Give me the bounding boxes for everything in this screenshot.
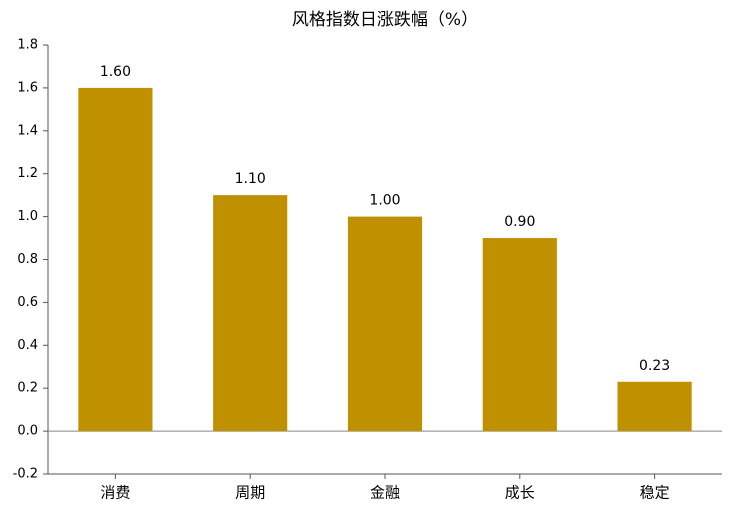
y-tick-label: 1.4 [17, 123, 38, 138]
x-tick-label: 稳定 [640, 484, 670, 502]
x-tick-label: 周期 [235, 484, 265, 502]
value-label: 1.00 [369, 193, 400, 209]
bar [347, 216, 423, 432]
x-tick-label: 成长 [505, 484, 535, 502]
y-tick-label: 1.0 [17, 209, 38, 224]
value-label: 1.10 [235, 171, 266, 187]
y-tick-label: -0.2 [13, 467, 38, 482]
y-tick-label: 1.2 [17, 166, 38, 181]
bar [78, 87, 153, 432]
value-label: 0.90 [504, 214, 535, 230]
y-tick-label: 0.4 [17, 338, 38, 353]
y-tick-label: 0.8 [17, 252, 38, 267]
chart-title: 风格指数日涨跌幅（%） [292, 10, 478, 30]
y-tick-label: 0.0 [17, 424, 38, 439]
value-label: 0.23 [639, 358, 670, 374]
y-tick-label: 1.8 [17, 38, 38, 53]
bar [482, 238, 557, 432]
value-label: 1.60 [100, 64, 131, 80]
bar [213, 195, 288, 432]
x-tick-label: 消费 [100, 484, 130, 502]
y-tick-label: 0.6 [17, 295, 38, 310]
y-tick-label: 0.2 [17, 381, 38, 396]
bar [617, 381, 692, 432]
x-tick-label: 金融 [370, 484, 400, 502]
y-tick-label: 1.6 [17, 80, 38, 95]
